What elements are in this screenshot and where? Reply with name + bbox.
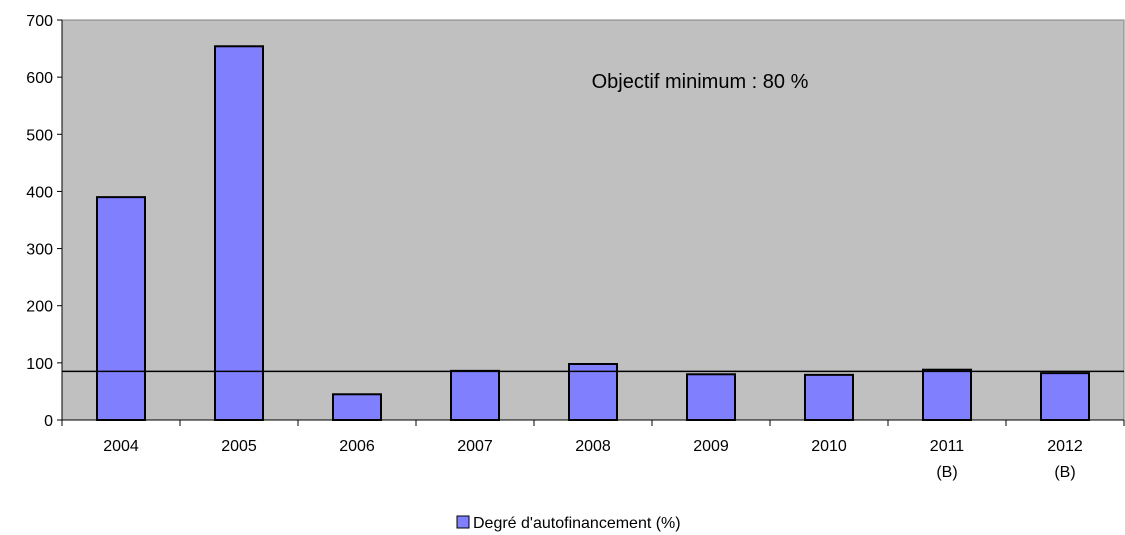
y-tick-label: 600 xyxy=(26,70,53,87)
y-tick-label: 100 xyxy=(26,356,53,373)
x-tick-label: 2011 (B) xyxy=(930,438,965,481)
y-tick-label: 200 xyxy=(26,299,53,316)
x-tick-label: 2010 xyxy=(811,438,847,455)
x-tick-label: 2009 xyxy=(693,438,729,455)
bar xyxy=(332,393,382,421)
legend-swatch xyxy=(456,515,470,529)
bar xyxy=(96,196,146,421)
x-tick-label: 2006 xyxy=(339,438,375,455)
x-tick-label: 2007 xyxy=(457,438,493,455)
x-tick-label: 2008 xyxy=(575,438,611,455)
y-tick-label: 400 xyxy=(26,184,53,201)
bar xyxy=(804,373,854,422)
y-tick-label: 700 xyxy=(26,13,53,30)
x-tick-label: 2005 xyxy=(221,438,257,455)
bar xyxy=(686,373,736,421)
bar xyxy=(1040,372,1090,421)
x-tick-label: 2012 (B) xyxy=(1047,438,1083,481)
y-tick-label: 0 xyxy=(44,413,53,430)
annotation: Objectif minimum : 80 % xyxy=(592,71,809,93)
y-tick-label: 300 xyxy=(26,242,53,259)
bar xyxy=(922,368,972,422)
bar xyxy=(450,369,500,422)
bar xyxy=(214,45,264,422)
legend-label: Degré d'autofinancement (%) xyxy=(473,515,681,532)
y-tick-label: 500 xyxy=(26,127,53,144)
x-tick-label: 2004 xyxy=(103,438,139,455)
bar xyxy=(568,363,618,421)
